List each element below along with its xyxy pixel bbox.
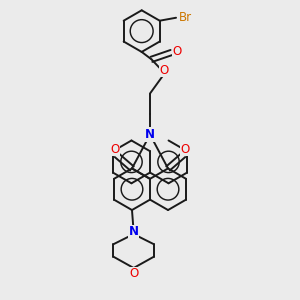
Text: Br: Br [179, 11, 192, 24]
Text: O: O [129, 267, 138, 280]
Text: O: O [173, 44, 182, 58]
Text: O: O [159, 64, 169, 77]
Text: O: O [110, 142, 120, 156]
Text: O: O [180, 142, 190, 156]
Text: N: N [145, 128, 155, 141]
Text: N: N [129, 225, 139, 238]
